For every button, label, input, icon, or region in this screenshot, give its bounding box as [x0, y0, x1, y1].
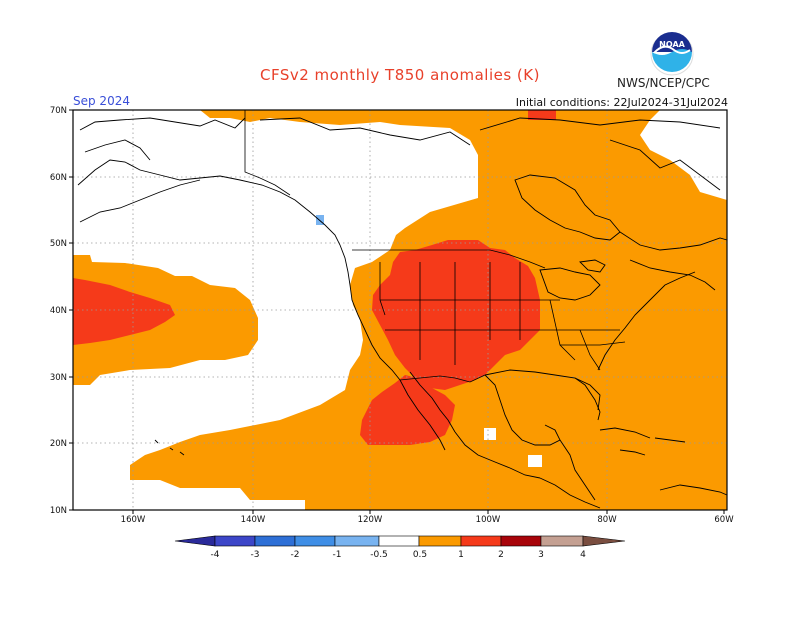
- colorbar-label: 2: [498, 550, 504, 560]
- neutral-patch-mexico-2: [528, 455, 542, 467]
- forecast-month: Sep 2024: [73, 94, 130, 108]
- colorbar-swatch: [334, 535, 380, 547]
- colorbar-swatch: [500, 535, 542, 547]
- coastlines: [77, 117, 728, 509]
- colorbar-swatch: [418, 535, 462, 547]
- colorbar-swatch: [378, 535, 420, 547]
- lon-label: 60W: [714, 515, 734, 525]
- colorbar-swatch: [540, 535, 584, 547]
- colorbar-label: 3: [538, 550, 544, 560]
- political-borders: [244, 110, 626, 383]
- latitude-labels: 70N 60N 50N 40N 30N 20N 10N: [50, 106, 67, 516]
- colorbar-label: -0.5: [370, 550, 388, 560]
- anomaly-darkred-arctic: [528, 110, 556, 120]
- colorbar-swatch: [294, 535, 336, 547]
- lat-ticks: [69, 109, 73, 511]
- colorbar-label: -1: [333, 550, 342, 560]
- lon-label: 80W: [597, 515, 617, 525]
- anomaly-red-region-central-us: [372, 240, 540, 390]
- longitude-labels: 160W 140W 120W 100W 80W 60W: [121, 515, 735, 525]
- colorbar-arrow-right: [582, 535, 626, 547]
- lon-label: 160W: [121, 515, 146, 525]
- lon-label: 100W: [476, 515, 501, 525]
- lat-label: 40N: [50, 306, 67, 316]
- anomaly-blue-alaska: [316, 215, 324, 225]
- colorbar-swatch: [214, 535, 256, 547]
- lat-label: 20N: [50, 439, 67, 449]
- initial-conditions: Initial conditions: 22Jul2024-31Jul2024: [515, 96, 728, 109]
- colorbar-label: 1: [458, 550, 464, 560]
- colorbar-label: -2: [291, 550, 300, 560]
- colorbar-swatch: [254, 535, 296, 547]
- anomaly-red-region-pacific: [73, 278, 175, 345]
- lat-label: 70N: [50, 106, 67, 116]
- graticule: [73, 110, 727, 510]
- map-title: CFSv2 monthly T850 anomalies (K): [260, 66, 540, 84]
- agency-label: NWS/NCEP/CPC: [617, 76, 710, 90]
- colorbar-label: 4: [580, 550, 586, 560]
- colorbar-label: 0.5: [413, 550, 427, 560]
- colorbar-swatch: [460, 535, 502, 547]
- lat-label: 50N: [50, 239, 67, 249]
- lon-label: 120W: [358, 515, 383, 525]
- colorbar-arrow-left: [174, 535, 216, 547]
- neutral-patch-arctic: [640, 110, 727, 200]
- svg-text:NOAA: NOAA: [659, 40, 685, 49]
- color-bar: [174, 535, 626, 547]
- neutral-patch-mexico-1: [484, 428, 496, 440]
- colorbar-labels: -4 -3 -2 -1 -0.5 0.5 1 2 3 4: [211, 550, 587, 560]
- colorbar-label: -3: [251, 550, 260, 560]
- colorbar-label: -4: [211, 550, 220, 560]
- lat-label: 60N: [50, 173, 67, 183]
- lon-ticks: [132, 510, 725, 514]
- noaa-logo: NOAA: [650, 32, 694, 76]
- lat-label: 10N: [50, 506, 67, 516]
- lon-label: 140W: [241, 515, 266, 525]
- lat-label: 30N: [50, 373, 67, 383]
